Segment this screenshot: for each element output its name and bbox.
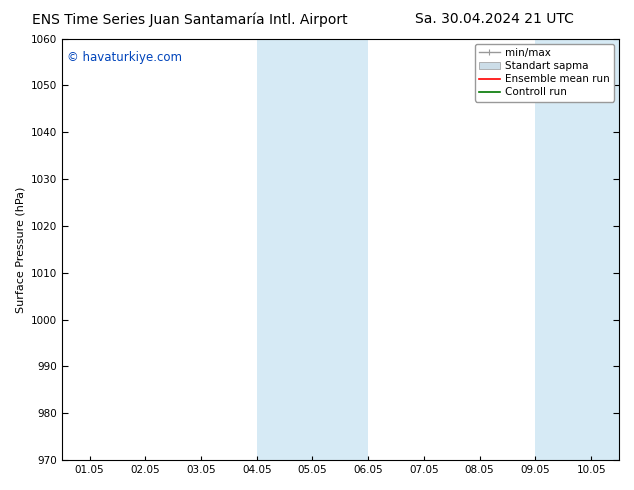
Legend: min/max, Standart sapma, Ensemble mean run, Controll run: min/max, Standart sapma, Ensemble mean r… (475, 44, 614, 101)
Y-axis label: Surface Pressure (hPa): Surface Pressure (hPa) (15, 186, 25, 313)
Bar (535, 39, 619, 460)
Text: © havaturkiye.com: © havaturkiye.com (67, 51, 182, 64)
Text: ENS Time Series Juan Santamaría Intl. Airport: ENS Time Series Juan Santamaría Intl. Ai… (32, 12, 348, 27)
Text: Sa. 30.04.2024 21 UTC: Sa. 30.04.2024 21 UTC (415, 12, 574, 26)
Bar (257, 39, 368, 460)
